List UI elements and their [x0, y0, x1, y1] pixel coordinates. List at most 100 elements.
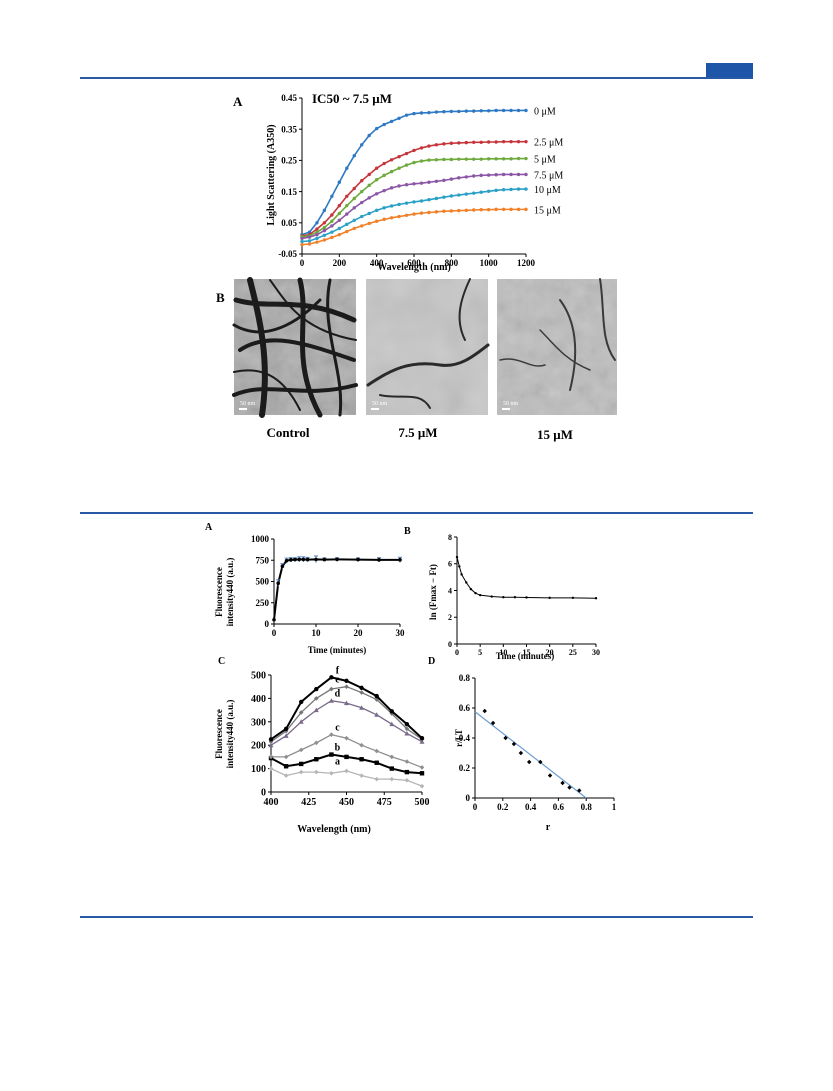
data-point — [307, 230, 312, 234]
data-point — [344, 768, 349, 774]
y-tick-label: 2 — [448, 613, 452, 622]
data-point — [322, 225, 327, 230]
panel-label: B — [216, 290, 225, 305]
data-point — [389, 204, 394, 208]
data-point — [419, 181, 424, 185]
data-point — [501, 157, 506, 161]
y-tick-label: 0 — [448, 640, 452, 649]
data-point — [352, 218, 356, 223]
series-label: 2.5 μM — [534, 138, 563, 149]
data-point — [538, 759, 543, 765]
x-tick-label: 0 — [272, 628, 277, 638]
series-label: b — [335, 743, 341, 754]
data-point — [352, 154, 356, 158]
series-label: e — [335, 675, 340, 686]
middle-rule — [80, 512, 753, 514]
data-point — [427, 110, 431, 115]
data-point — [419, 211, 424, 215]
series-label: 7.5 μM — [534, 170, 563, 181]
data-point — [419, 146, 424, 150]
data-point — [389, 158, 394, 162]
data-point — [509, 172, 513, 177]
data-point — [398, 558, 402, 562]
data-point — [442, 157, 446, 162]
x-axis-label: r — [546, 822, 551, 833]
data-point — [360, 178, 364, 183]
data-point — [322, 228, 327, 233]
y-tick-label: 0.8 — [459, 673, 471, 683]
data-point — [315, 232, 319, 237]
series-label: a — [335, 757, 340, 768]
data-point — [389, 721, 395, 727]
data-point — [382, 161, 386, 166]
figure1-panel-a: A IC50 ~ 7.5 μM Wavelength (nm) Light Sc… — [233, 91, 563, 273]
data-point — [389, 776, 395, 782]
data-point — [419, 159, 424, 163]
data-point — [442, 178, 446, 183]
data-point — [382, 173, 386, 178]
x-axis-label: Wavelength (nm) — [377, 262, 451, 273]
micrograph-control: 50 nm Control — [232, 277, 358, 440]
series-a — [268, 766, 425, 789]
x-tick-label: 0.4 — [525, 802, 537, 812]
x-tick-label: 0 — [473, 802, 478, 812]
data-point — [344, 700, 349, 706]
data-point — [509, 139, 513, 144]
data-point — [449, 109, 454, 114]
y-tick-label: 200 — [251, 741, 266, 752]
data-point — [329, 686, 334, 692]
y-axis-label-line1: Fluorescence — [214, 567, 224, 617]
data-point — [509, 207, 513, 212]
data-point — [516, 108, 521, 113]
data-point — [404, 721, 410, 727]
data-point — [404, 731, 410, 736]
data-point — [412, 182, 416, 186]
data-point — [434, 158, 439, 162]
data-point — [501, 139, 506, 144]
y-tick-label: 750 — [256, 555, 270, 565]
data-point — [567, 785, 572, 790]
data-point — [548, 596, 551, 600]
data-point — [345, 166, 349, 170]
data-point — [457, 141, 461, 145]
data-point — [374, 126, 379, 131]
data-point — [374, 178, 379, 182]
data-point — [419, 199, 424, 203]
panel-label: A — [205, 522, 213, 533]
data-point — [397, 166, 401, 170]
data-point — [524, 156, 528, 161]
data-point — [382, 217, 386, 222]
data-point — [427, 198, 431, 202]
data-point — [329, 732, 334, 737]
data-point — [300, 239, 304, 244]
data-point — [486, 173, 491, 177]
x-tick-label: 0.6 — [553, 802, 565, 812]
data-point — [374, 776, 379, 782]
data-point — [464, 192, 468, 196]
data-point — [524, 207, 528, 212]
data-point — [404, 163, 409, 167]
data-point — [469, 587, 473, 591]
data-point — [307, 235, 312, 239]
data-point — [330, 213, 334, 217]
data-point — [329, 675, 334, 680]
data-point — [322, 233, 327, 237]
data-point — [419, 111, 424, 115]
data-point — [382, 188, 386, 193]
data-point — [344, 754, 349, 760]
data-point — [486, 157, 491, 161]
data-point — [404, 183, 409, 187]
y-tick-label: 0.45 — [281, 93, 297, 103]
data-point — [328, 698, 334, 703]
panel-label: D — [428, 656, 435, 667]
caption-7-5-um: 7.5 μM — [398, 425, 437, 440]
x-axis-label: Time (minutes) — [308, 645, 367, 655]
data-point — [314, 757, 319, 762]
series-line — [456, 556, 597, 599]
data-point — [283, 773, 289, 778]
data-point — [455, 555, 459, 559]
data-point — [374, 219, 379, 223]
data-point — [479, 140, 483, 145]
data-point — [389, 754, 395, 760]
data-point — [494, 188, 498, 193]
